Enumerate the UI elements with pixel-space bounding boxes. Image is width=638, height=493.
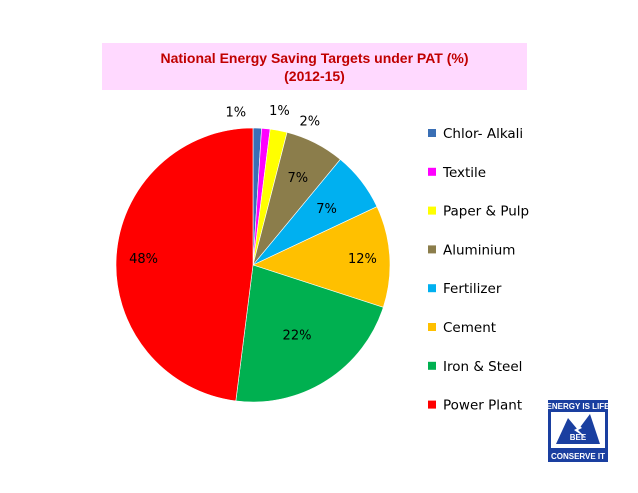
legend: Chlor- Alkali Textile Paper & Pulp Aluminiu… bbox=[428, 126, 529, 414]
slice-label: 12% bbox=[348, 252, 377, 267]
logo-top-text: ENERGY IS LIFE bbox=[548, 402, 608, 411]
slice-label: 7% bbox=[316, 202, 337, 217]
legend-swatch bbox=[428, 323, 436, 331]
legend-swatch bbox=[428, 400, 436, 409]
chart-title-line-2: (2012-15) bbox=[284, 68, 345, 84]
legend-label: Cement bbox=[443, 320, 496, 336]
legend-swatch bbox=[428, 245, 436, 254]
logo-bottom-text: CONSERVE IT bbox=[551, 452, 605, 461]
legend-label: Chlor- Alkali bbox=[443, 126, 523, 142]
legend-label: Paper & Pulp bbox=[443, 204, 529, 220]
slice-label: 2% bbox=[299, 114, 320, 129]
pie-slice-iron-steel bbox=[235, 264, 384, 403]
legend-swatch bbox=[428, 361, 436, 370]
slice-label: 48% bbox=[129, 252, 158, 267]
legend-label: Iron & Steel bbox=[443, 359, 522, 375]
legend-swatch bbox=[428, 206, 436, 215]
legend-swatch bbox=[428, 284, 436, 293]
slice-label: 22% bbox=[283, 328, 312, 343]
legend-label: Textile bbox=[442, 165, 486, 181]
chart-title-line-1: National Energy Saving Targets under PAT… bbox=[160, 50, 469, 66]
pie-slice-power-plant bbox=[115, 127, 254, 402]
legend-label: Fertilizer bbox=[443, 281, 502, 297]
legend-label: Power Plant bbox=[443, 398, 522, 414]
logo-middle-text: BEE bbox=[570, 433, 587, 442]
slice-label: 1% bbox=[269, 104, 290, 119]
chart-title: National Energy Saving Targets under PAT… bbox=[102, 43, 527, 90]
slice-label: 1% bbox=[225, 106, 246, 121]
legend-label: Aluminium bbox=[443, 242, 515, 258]
legend-swatch bbox=[428, 167, 436, 176]
legend-swatch bbox=[428, 129, 436, 137]
bee-logo: ENERGY IS LIFE BEE CONSERVE IT bbox=[548, 400, 608, 462]
pie-slice-cement bbox=[252, 206, 391, 308]
slice-label: 7% bbox=[287, 171, 308, 186]
